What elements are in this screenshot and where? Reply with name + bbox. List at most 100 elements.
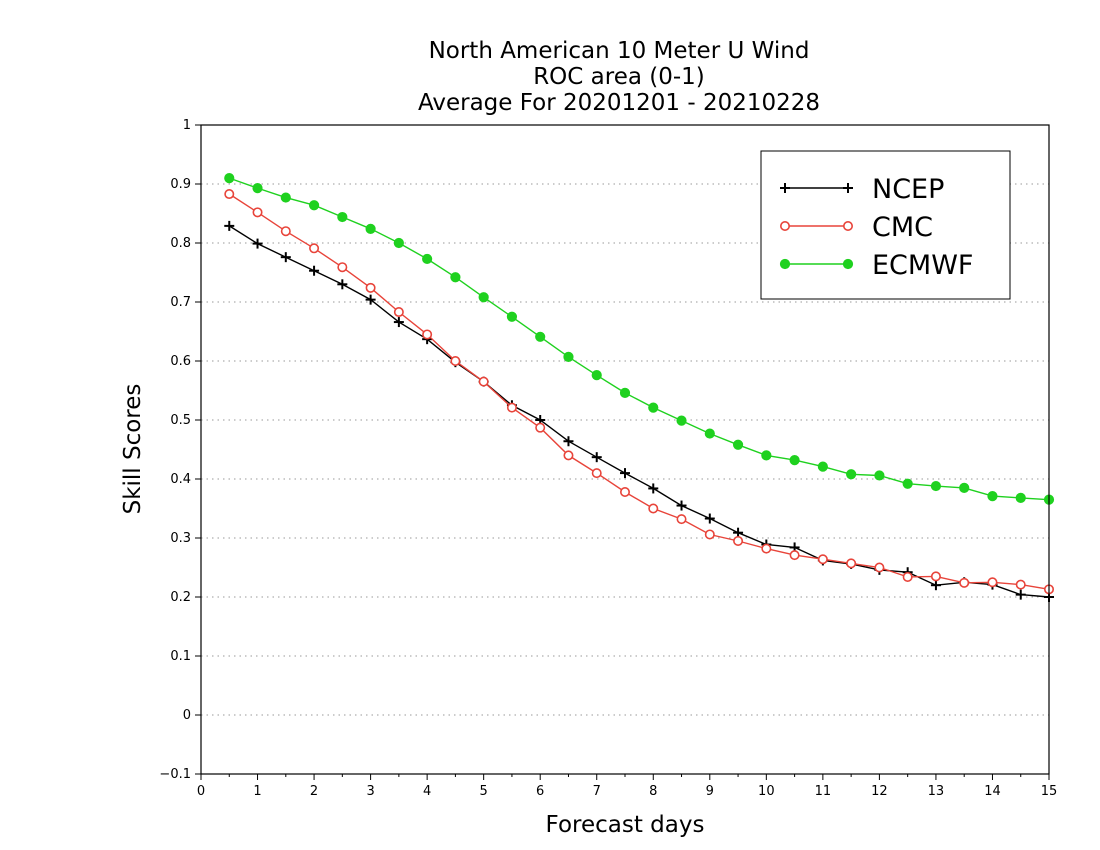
x-tick-label: 8 xyxy=(649,784,657,799)
series-ecmwf-point xyxy=(930,480,942,492)
series-ecmwf-point xyxy=(1015,492,1026,503)
x-tick-label: 1 xyxy=(253,784,261,799)
series-ecmwf-point xyxy=(874,470,885,481)
x-tick-label: 12 xyxy=(871,784,888,799)
series-ncep-point xyxy=(676,500,687,511)
series-ncep-point xyxy=(309,265,320,276)
x-tick-label: 9 xyxy=(706,784,714,799)
title-line-1: North American 10 Meter U Wind xyxy=(429,38,810,64)
series-cmc-point xyxy=(874,562,885,573)
legend-box xyxy=(760,150,1011,300)
y-tick-label: −0.1 xyxy=(159,767,191,782)
series-ncep-line xyxy=(228,225,1050,598)
x-tick-label: 15 xyxy=(1041,784,1058,799)
series-ecmwf-point xyxy=(224,173,235,184)
series-ncep-point xyxy=(620,468,630,479)
series-ecmwf-point xyxy=(902,478,913,489)
x-tick-label: 10 xyxy=(758,784,775,799)
x-tick-label: 4 xyxy=(423,784,431,799)
y-tick-label: 0.9 xyxy=(170,177,191,192)
series-cmc-point xyxy=(506,402,517,413)
y-tick-label: 1 xyxy=(183,118,191,133)
series-cmc-point xyxy=(478,376,489,387)
series-ecmwf-point xyxy=(563,351,574,362)
y-tick-label: 0.3 xyxy=(170,531,191,546)
series-cmc-point xyxy=(535,422,546,433)
y-tick-label: 0.2 xyxy=(170,590,191,605)
legend-label-ncep: NCEP xyxy=(872,174,944,205)
series-cmc-point xyxy=(648,503,659,514)
legend-marker-start-cmc xyxy=(779,221,790,232)
y-tick-label: 0.1 xyxy=(170,649,191,664)
series-ecmwf-point xyxy=(506,311,518,322)
series-ncep-point xyxy=(704,513,715,524)
series-cmc-point xyxy=(789,550,800,561)
legend-marker-end-cmc xyxy=(842,221,853,232)
y-tick-label: 0.7 xyxy=(170,295,191,310)
series-cmc-point xyxy=(761,543,772,554)
series-cmc-point xyxy=(1015,579,1026,590)
legend-marker-start-ncep xyxy=(780,183,790,193)
legend-marker-start-ecmwf xyxy=(779,258,791,270)
legend-item-ecmwf: ECMWF xyxy=(779,250,973,281)
series-cmc-point xyxy=(591,468,602,479)
series-cmc-point xyxy=(422,329,433,340)
series-ecmwf-point xyxy=(846,469,857,480)
x-tick-label: 13 xyxy=(928,784,945,799)
series-cmc-point xyxy=(337,262,348,273)
series-ecmwf-point xyxy=(987,491,998,502)
x-tick-label: 3 xyxy=(366,784,374,799)
x-tick-label: 11 xyxy=(815,784,832,799)
series-cmc-point xyxy=(704,529,715,540)
series-ncep-point xyxy=(224,220,235,231)
series-cmc-point xyxy=(959,577,970,588)
series-cmc-point xyxy=(619,486,630,497)
x-tick-label: 6 xyxy=(536,784,544,799)
y-axis-label: Skill Scores xyxy=(120,384,146,515)
x-tick-label: 2 xyxy=(310,784,318,799)
series-ecmwf-point xyxy=(959,482,970,493)
legend-marker-end-ecmwf xyxy=(842,258,854,270)
series-ecmwf-point xyxy=(308,200,320,211)
legend-label-cmc: CMC xyxy=(872,212,933,243)
series-cmc-point xyxy=(846,558,857,569)
plot-frame xyxy=(200,124,1050,775)
series-ncep-point xyxy=(1015,589,1026,600)
series-ncep-point xyxy=(591,452,602,463)
series-ecmwf-point xyxy=(648,402,659,413)
ticks-layer: −0.100.10.20.30.40.50.60.70.80.910 1 2 3 4 5 6… xyxy=(159,118,1057,799)
legend: NCEP CMC ECMWF xyxy=(760,150,1011,300)
series-ncep-point xyxy=(252,238,263,249)
series-cmc-point xyxy=(450,355,461,366)
series-ecmwf-point xyxy=(619,387,631,398)
series-ecmwf-point xyxy=(704,428,715,439)
series-ecmwf-point xyxy=(393,237,404,249)
series-cmc-point xyxy=(309,243,320,254)
title-line-2: ROC area (0-1) xyxy=(533,64,705,90)
series-ecmwf xyxy=(224,173,1055,505)
series-ncep-point xyxy=(365,294,376,305)
chart-title: North American 10 Meter U Wind ROC area … xyxy=(418,38,820,116)
series-ecmwf-point xyxy=(761,450,772,461)
series-ncep-point xyxy=(930,580,941,591)
legend-marker-end-ncep xyxy=(843,183,853,193)
series-ecmwf-point xyxy=(478,292,489,303)
series-ecmwf-point xyxy=(732,439,744,450)
legend-item-ncep: NCEP xyxy=(780,174,944,205)
series-ecmwf-point xyxy=(676,415,687,426)
x-tick-label: 0 xyxy=(197,784,205,799)
y-tick-label: 0.8 xyxy=(170,236,191,251)
series-ecmwf-point xyxy=(422,253,433,265)
series-cmc-point xyxy=(224,189,235,200)
series-cmc-point xyxy=(393,307,404,318)
legend-item-cmc: CMC xyxy=(779,212,933,243)
series-ncep-point xyxy=(393,317,404,328)
series-cmc-point xyxy=(365,282,376,293)
series-ncep-point xyxy=(337,279,348,290)
series-cmc-point xyxy=(563,450,574,461)
series-ecmwf-point xyxy=(252,183,263,194)
y-tick-label: 0.6 xyxy=(170,354,191,369)
series-cmc-point xyxy=(902,571,913,582)
